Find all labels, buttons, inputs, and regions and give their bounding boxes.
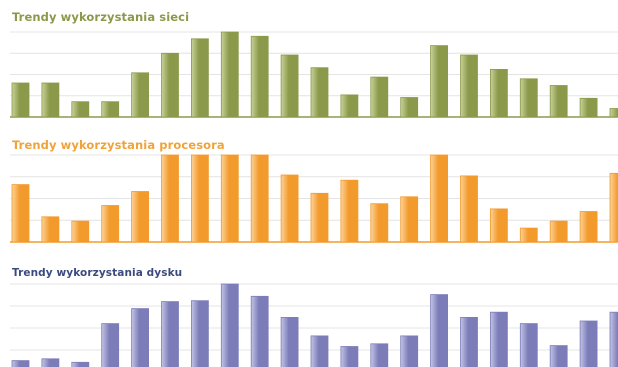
disk-bar bbox=[250, 295, 269, 367]
network-bar bbox=[220, 31, 239, 118]
cpu-bar bbox=[579, 211, 598, 243]
network-bar bbox=[101, 101, 120, 118]
disk-trend-panel: Trendy wykorzystania dysku bbox=[0, 248, 618, 367]
disk-bar bbox=[370, 343, 389, 367]
network-bar bbox=[609, 108, 618, 118]
network-bar bbox=[400, 97, 419, 118]
disk-bar bbox=[340, 346, 359, 367]
disk-chart-title: Trendy wykorzystania dysku bbox=[12, 267, 183, 279]
cpu-bar bbox=[310, 192, 329, 243]
disk-bar bbox=[579, 320, 598, 367]
cpu-bar bbox=[280, 174, 299, 243]
network-chart-title: Trendy wykorzystania sieci bbox=[12, 10, 190, 24]
disk-bar bbox=[519, 323, 538, 367]
disk-bar bbox=[71, 361, 90, 367]
cpu-chart-title: Trendy wykorzystania procesora bbox=[12, 138, 225, 152]
cpu-bar bbox=[519, 227, 538, 243]
disk-bar bbox=[609, 311, 618, 367]
network-bar bbox=[41, 82, 60, 118]
network-bar bbox=[340, 94, 359, 118]
cpu-bar bbox=[220, 154, 239, 243]
cpu-bar bbox=[340, 179, 359, 243]
network-bar bbox=[549, 85, 568, 118]
disk-bar bbox=[131, 308, 150, 367]
network-bar bbox=[370, 76, 389, 118]
disk-bar bbox=[460, 317, 478, 367]
cpu-bar bbox=[161, 154, 179, 243]
cpu-bar bbox=[489, 208, 508, 243]
cpu-bar bbox=[609, 172, 618, 243]
cpu-bar bbox=[400, 196, 419, 243]
disk-bar bbox=[190, 300, 209, 367]
cpu-bar bbox=[71, 220, 90, 243]
cpu-bar bbox=[370, 203, 389, 243]
network-chart bbox=[10, 31, 618, 118]
cpu-bar bbox=[101, 205, 120, 243]
cpu-bar bbox=[549, 220, 568, 243]
disk-chart bbox=[10, 283, 618, 367]
network-bar bbox=[579, 97, 598, 118]
disk-bar bbox=[161, 301, 179, 367]
disk-bar bbox=[280, 317, 299, 367]
cpu-chart bbox=[10, 154, 618, 243]
network-bar bbox=[489, 69, 508, 118]
cpu-bar bbox=[460, 175, 478, 243]
disk-bar bbox=[11, 360, 30, 367]
network-bar bbox=[430, 45, 449, 118]
disk-bar bbox=[430, 294, 449, 367]
cpu-bar bbox=[190, 154, 209, 243]
disk-bar bbox=[489, 311, 508, 367]
network-bar bbox=[280, 54, 299, 118]
cpu-bar bbox=[41, 216, 60, 243]
cpu-bar bbox=[250, 154, 269, 243]
disk-bar bbox=[41, 358, 60, 367]
disk-bar bbox=[549, 345, 568, 367]
network-bar bbox=[310, 67, 329, 118]
network-bar bbox=[71, 101, 90, 118]
cpu-bar bbox=[131, 191, 150, 243]
network-bar bbox=[519, 78, 538, 118]
network-bar bbox=[161, 52, 179, 118]
disk-bar bbox=[400, 335, 419, 367]
network-bar bbox=[131, 72, 150, 118]
network-trend-panel: Trendy wykorzystania sieci bbox=[0, 0, 618, 122]
network-bar bbox=[250, 35, 269, 118]
disk-bar bbox=[220, 283, 239, 367]
network-bar bbox=[460, 54, 478, 118]
cpu-bar bbox=[430, 154, 449, 243]
network-bar bbox=[190, 38, 209, 118]
cpu-trend-panel: Trendy wykorzystania procesora bbox=[0, 122, 618, 248]
disk-bar bbox=[310, 335, 329, 367]
cpu-bar bbox=[11, 184, 30, 243]
disk-bar bbox=[101, 323, 120, 367]
network-bar bbox=[11, 82, 30, 118]
